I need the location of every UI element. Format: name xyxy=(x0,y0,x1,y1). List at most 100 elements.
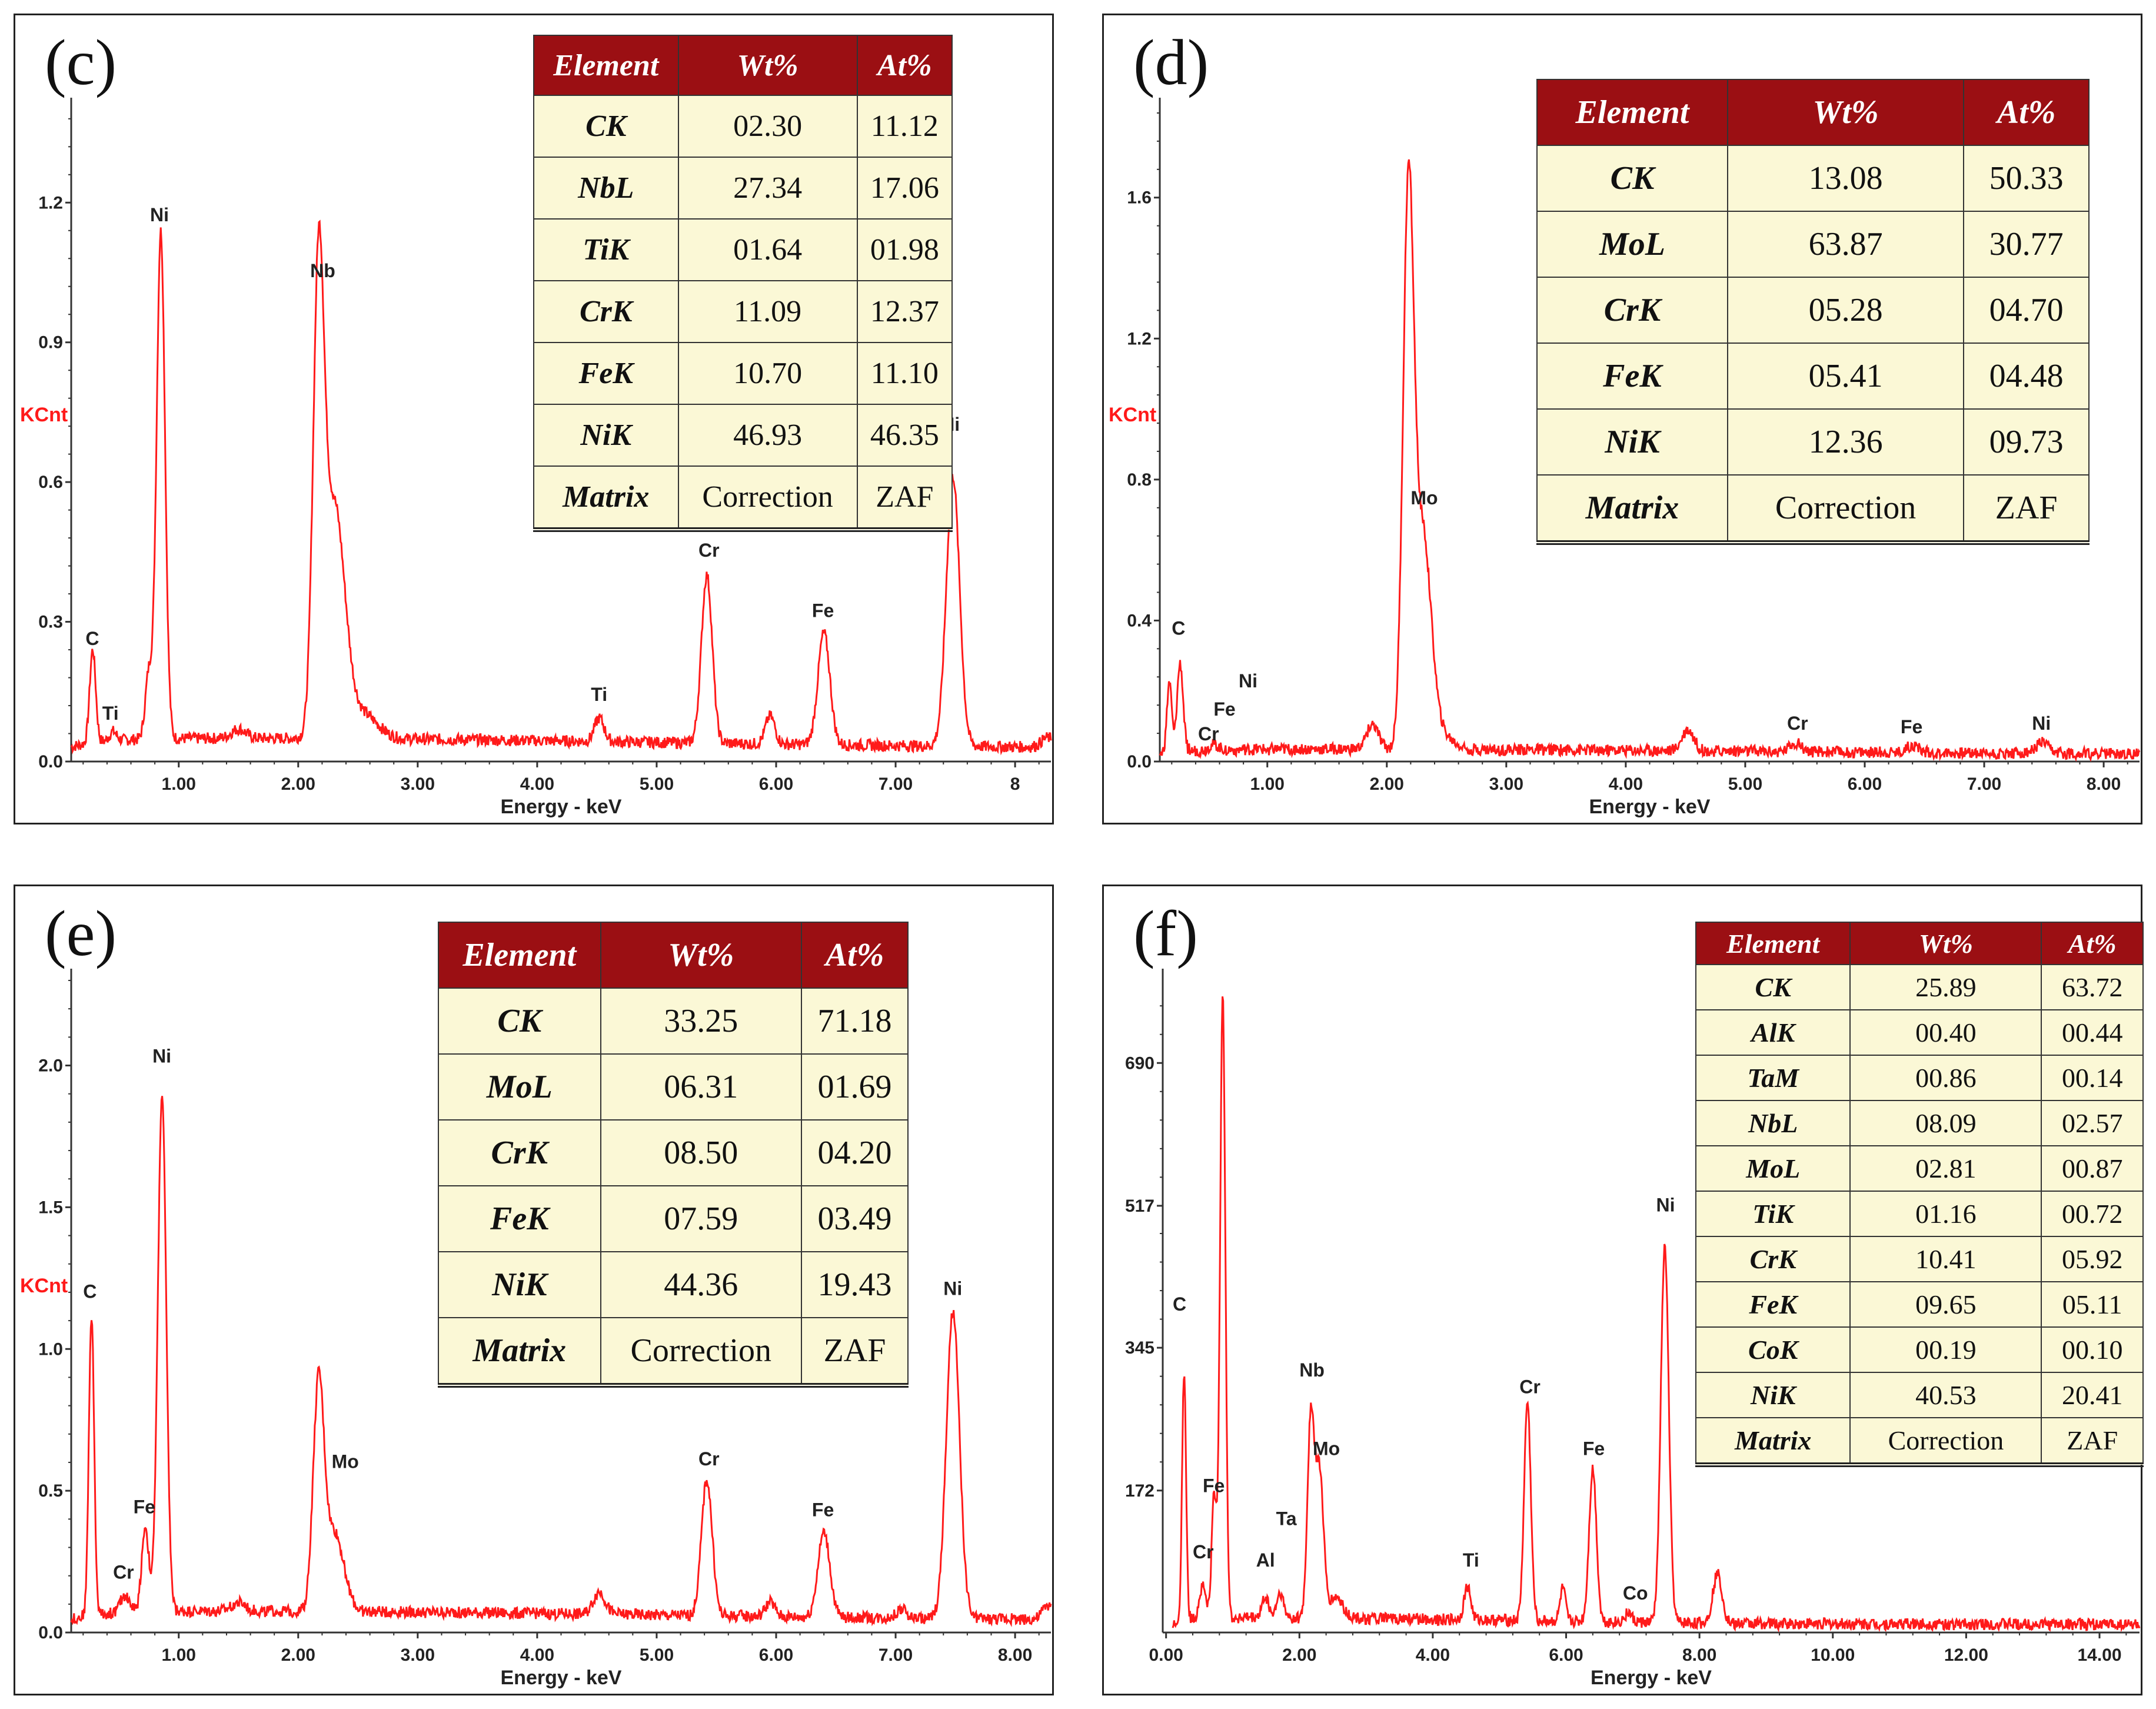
x-tick-label: 1.00 xyxy=(162,774,196,794)
element-cell: MoL xyxy=(438,1053,601,1121)
table-row: TiK 01.64 01.98 xyxy=(533,218,953,281)
panel-label: (f) xyxy=(1133,897,1198,969)
x-tick-label: 4.00 xyxy=(1416,1645,1450,1665)
value-cell: 05.41 xyxy=(1726,343,1965,410)
x-tick-label: 6.00 xyxy=(1848,774,1882,794)
value-cell: 40.53 xyxy=(1849,1372,2042,1418)
x-axis-title: Energy - keV xyxy=(501,1667,622,1689)
value-cell: 00.87 xyxy=(2041,1145,2144,1192)
value-cell: 17.06 xyxy=(856,157,953,220)
peak-label: Ni xyxy=(943,1278,962,1299)
value-cell: Correction xyxy=(600,1317,803,1386)
peak-label: Co xyxy=(1623,1582,1648,1604)
table-row: FeK 07.59 03.49 xyxy=(438,1185,909,1252)
peak-label: Fe xyxy=(812,600,834,621)
value-cell: 05.11 xyxy=(2041,1281,2144,1328)
x-tick-label: 0.00 xyxy=(1149,1645,1183,1665)
x-tick-label: 7.00 xyxy=(879,774,913,794)
peak-label: Fe xyxy=(1203,1475,1225,1497)
x-tick-label: 8.00 xyxy=(2087,774,2121,794)
element-cell: Matrix xyxy=(438,1317,601,1386)
y-axis-title: KCnt xyxy=(20,404,68,426)
peak-label: Ti xyxy=(591,684,607,705)
x-axis-title: Energy - keV xyxy=(1589,796,1711,818)
value-cell: ZAF xyxy=(2041,1417,2144,1465)
table-row: CrK 05.28 04.70 xyxy=(1536,277,2090,344)
column-header: At% xyxy=(801,922,909,989)
column-header: At% xyxy=(2041,922,2144,965)
element-cell: Matrix xyxy=(1695,1417,1851,1465)
peak-label: Ti xyxy=(1463,1550,1479,1571)
spectrum-plot-e: 0.0 0.5 1.0 1.5 2.0 1.00 2.00 3.00 4.00 5.00 6.00 7… xyxy=(20,969,1052,1689)
table-row: CK 33.25 71.18 xyxy=(438,988,909,1055)
peak-label: Mo xyxy=(1410,487,1438,508)
peak-label: Cr xyxy=(698,1448,720,1469)
peak-label: Nb xyxy=(310,260,335,281)
element-cell: CK xyxy=(1695,964,1851,1010)
table-row: FeK 05.41 04.48 xyxy=(1536,343,2090,410)
panel-c: 0.0 0.3 0.6 0.9 1.2 1.00 2.00 3.00 4.00 5.00 6.00 7… xyxy=(14,14,1054,824)
x-tick-label: 6.00 xyxy=(1549,1645,1583,1665)
value-cell: 04.20 xyxy=(801,1119,909,1186)
y-tick-label: 0.5 xyxy=(38,1481,63,1501)
y-tick-label: 2.0 xyxy=(38,1056,63,1076)
column-header: At% xyxy=(856,35,953,96)
value-cell: 46.93 xyxy=(677,404,858,467)
panel-d: 0.0 0.4 0.8 1.2 1.6 1.00 2.00 3.00 4.00 5.00 6.00 7… xyxy=(1102,14,2142,824)
spectrum-plot-d: 0.0 0.4 0.8 1.2 1.6 1.00 2.00 3.00 4.00 5.00 6.00 7… xyxy=(1109,98,2141,818)
table-row: NiK 44.36 19.43 xyxy=(438,1251,909,1318)
table-header-row: Element Wt% At% xyxy=(1536,79,2090,146)
value-cell: 02.57 xyxy=(2041,1100,2144,1146)
table-row: Matrix Correction ZAF xyxy=(438,1317,909,1386)
element-cell: TiK xyxy=(1695,1191,1851,1237)
x-tick-label: 3.00 xyxy=(401,1645,435,1665)
column-header: Element xyxy=(1536,79,1728,146)
table-header-row: Element Wt% At% xyxy=(533,35,953,96)
value-cell: 00.44 xyxy=(2041,1009,2144,1056)
value-cell: 04.48 xyxy=(1963,343,2090,410)
column-header: Wt% xyxy=(1849,922,2042,965)
value-cell: 01.98 xyxy=(856,218,953,281)
y-tick-label: 0.0 xyxy=(38,1623,63,1642)
element-cell: TaM xyxy=(1695,1055,1851,1101)
element-cell: CK xyxy=(438,988,601,1055)
x-tick-label: 7.00 xyxy=(1967,774,2001,794)
element-cell: CrK xyxy=(533,280,679,343)
table-row: NbL 08.09 02.57 xyxy=(1695,1100,2144,1146)
x-axis-title: Energy - keV xyxy=(1591,1667,1712,1689)
value-cell: 33.25 xyxy=(600,988,803,1055)
peak-label: Fe xyxy=(1901,716,1922,737)
x-tick-label: 3.00 xyxy=(401,774,435,794)
element-cell: Matrix xyxy=(1536,474,1728,543)
y-tick-label: 0.0 xyxy=(1127,752,1152,772)
value-cell: 09.73 xyxy=(1963,408,2090,476)
value-cell: 08.50 xyxy=(600,1119,803,1186)
element-cell: CrK xyxy=(438,1119,601,1186)
table-row: AlK 00.40 00.44 xyxy=(1695,1009,2144,1056)
x-tick-label: 4.00 xyxy=(1609,774,1643,794)
value-cell: 00.86 xyxy=(1849,1055,2042,1101)
value-cell: 63.72 xyxy=(2041,964,2144,1010)
table-row: Matrix Correction ZAF xyxy=(1536,474,2090,543)
value-cell: 63.87 xyxy=(1726,211,1965,278)
panel-label: (d) xyxy=(1133,26,1209,98)
value-cell: 11.12 xyxy=(856,95,953,158)
value-cell: 20.41 xyxy=(2041,1372,2144,1418)
x-tick-label: 5.00 xyxy=(640,1645,674,1665)
table-row: MoL 63.87 30.77 xyxy=(1536,211,2090,278)
y-tick-label: 0.3 xyxy=(38,613,63,632)
table-row: TiK 01.16 00.72 xyxy=(1695,1191,2144,1237)
x-tick-label: 6.00 xyxy=(759,774,793,794)
peak-label: C xyxy=(1173,1294,1186,1315)
peak-label: Ti xyxy=(102,703,119,724)
value-cell: 05.28 xyxy=(1726,277,1965,344)
value-cell: 12.36 xyxy=(1726,408,1965,476)
column-header: Wt% xyxy=(677,35,858,96)
peak-label: C xyxy=(83,1281,97,1302)
table-row: MoL 06.31 01.69 xyxy=(438,1053,909,1121)
x-tick-label: 14.00 xyxy=(2077,1645,2121,1665)
composition-table: Element Wt% At% CK 25.89 63.72 AlK 00.40 00.44 Ta… xyxy=(1695,922,2144,1467)
value-cell: 50.33 xyxy=(1963,145,2090,212)
value-cell: 10.70 xyxy=(677,342,858,405)
table-row: FeK 10.70 11.10 xyxy=(533,342,953,405)
